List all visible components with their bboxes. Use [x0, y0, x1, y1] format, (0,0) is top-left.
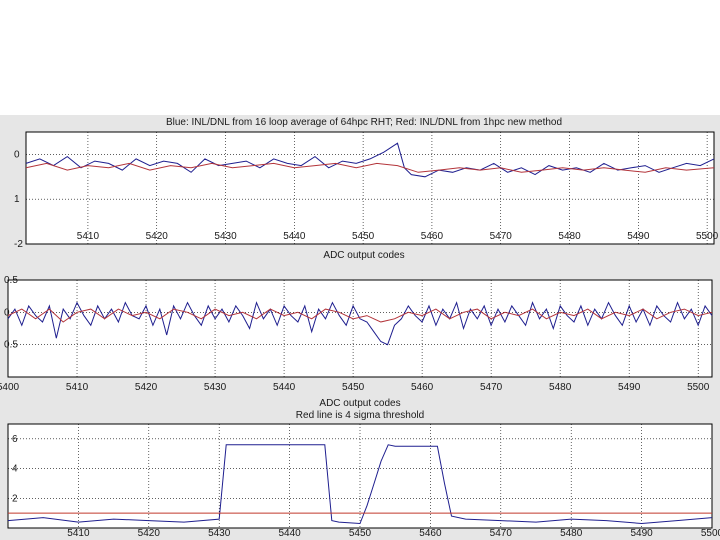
panel-3-series	[7, 444, 713, 525]
x-tick-label: 5450	[342, 382, 365, 393]
x-tick-label: 5440	[273, 382, 296, 393]
y-tick-label: -2	[14, 239, 23, 250]
panel-3-title: Red line is 4 sigma threshold	[296, 410, 424, 421]
y-tick-label: 6	[12, 434, 18, 445]
y-tick-label: 4	[12, 464, 18, 475]
panel-3-grid	[8, 424, 712, 528]
x-tick-label: 5490	[627, 231, 650, 242]
panel-3-ticks: 5410 5420 5430 5440 5450 5460 5470 5480 5490 5500…	[12, 434, 720, 539]
x-tick-label: 5430	[214, 231, 237, 242]
panel-1-x-axis-label: ADC output codes	[323, 250, 404, 261]
x-tick-label: 5460	[419, 528, 442, 539]
x-tick-label: 5470	[490, 528, 513, 539]
x-tick-label: 5430	[208, 528, 231, 539]
x-tick-label: 5450	[349, 528, 372, 539]
x-tick-label: 5470	[480, 382, 503, 393]
x-tick-label: 5480	[560, 528, 583, 539]
x-tick-label: 5480	[549, 382, 572, 393]
x-tick-label: 5410	[66, 382, 89, 393]
series-line-1	[7, 444, 713, 525]
series-line-1	[25, 142, 715, 178]
x-tick-label: 5420	[138, 528, 161, 539]
x-tick-label: 5480	[558, 231, 581, 242]
panel-1-title: Blue: INL/DNL from 16 loop average of 64…	[166, 117, 562, 128]
x-tick-label: 5460	[411, 382, 434, 393]
panel-2: 5400 5410 5420 5430 5440 5450 5460 5470 5480 5490…	[0, 275, 713, 409]
panel-1-plot-area	[25, 131, 715, 245]
x-tick-label: 5460	[421, 231, 444, 242]
x-tick-label: 5430	[204, 382, 227, 393]
chart-svg: 5410 5420 5430 5440 5450 5460 5470 5480 5490 5500…	[0, 117, 720, 539]
y-tick-label: 0.5	[4, 275, 18, 286]
x-tick-label: 5500	[701, 528, 720, 539]
panel-1-series	[25, 142, 715, 178]
x-tick-label: 5490	[618, 382, 641, 393]
y-tick-label: 2	[12, 493, 18, 504]
x-tick-label: 5440	[283, 231, 306, 242]
panel-2-plot-area	[7, 279, 713, 378]
panel-2-ticks: 5400 5410 5420 5430 5440 5450 5460 5470 5480 5490…	[0, 275, 710, 393]
x-tick-label: 5420	[135, 382, 158, 393]
x-tick-label: 5440	[278, 528, 301, 539]
series-line-2	[7, 308, 713, 323]
panel-1-ticks: 5410 5420 5430 5440 5450 5460 5470 5480 5490 5500…	[14, 149, 719, 250]
x-tick-label: 5410	[77, 231, 100, 242]
panel-2-series	[7, 301, 713, 346]
x-tick-label: 5470	[490, 231, 513, 242]
x-tick-label: 5500	[687, 382, 710, 393]
x-tick-label: 5490	[630, 528, 653, 539]
x-tick-label: 5400	[0, 382, 20, 393]
figure-area: 5410 5420 5430 5440 5450 5460 5470 5480 5490 5500…	[0, 115, 720, 540]
series-line-1	[7, 301, 713, 346]
panel-1-grid	[26, 132, 714, 244]
x-tick-label: 5410	[67, 528, 90, 539]
x-tick-label: 5450	[352, 231, 375, 242]
x-tick-label: 5420	[146, 231, 169, 242]
y-tick-label: 1	[14, 194, 20, 205]
panel-3: 5410 5420 5430 5440 5450 5460 5470 5480 5490 5500…	[7, 410, 720, 539]
y-tick-label: 0	[4, 307, 10, 318]
y-tick-label: 0.5	[4, 340, 18, 351]
panel-1: 5410 5420 5430 5440 5450 5460 5470 5480 5490 5500…	[14, 117, 719, 261]
y-tick-label: 0	[14, 149, 20, 160]
x-tick-label: 5500	[696, 231, 719, 242]
panel-2-x-axis-label: ADC output codes	[319, 398, 400, 409]
series-line-2	[25, 162, 715, 173]
